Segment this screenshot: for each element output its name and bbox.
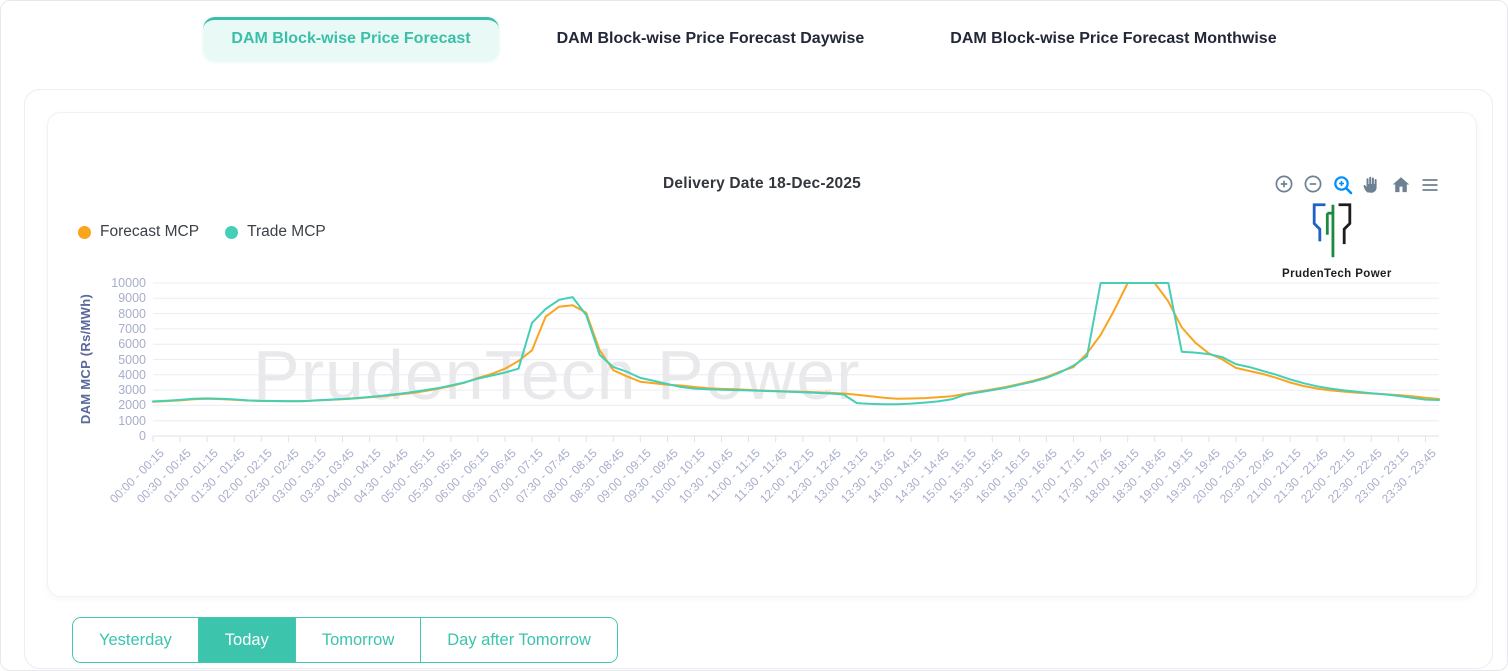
y-axis-label: 1000 (118, 413, 146, 428)
home-icon[interactable] (1389, 173, 1413, 197)
logo-text: PrudenTech Power (1282, 268, 1392, 280)
y-axis-label: 5000 (118, 352, 146, 367)
legend-item-trade-mcp[interactable]: Trade MCP (225, 223, 326, 241)
legend-marker-icon (78, 225, 91, 239)
day-button-day-after-tomorrow[interactable]: Day after Tomorrow (421, 618, 617, 662)
selection-zoom-icon[interactable] (1331, 173, 1355, 197)
y-axis-label: 9000 (118, 291, 146, 306)
y-axis-label: 8000 (118, 306, 146, 321)
tab-dam-block-wise-price-forecast-monthwise[interactable]: DAM Block-wise Price Forecast Monthwise (950, 30, 1277, 47)
legend-label: Trade MCP (247, 223, 326, 240)
chart-legend: Forecast MCP Trade MCP (78, 223, 326, 241)
y-axis-label: 0 (139, 429, 146, 443)
chart-title: Delivery Date 18-Dec-2025 (662, 175, 861, 192)
pan-icon[interactable] (1360, 173, 1384, 197)
chart-series (152, 282, 1440, 406)
y-axis-label: 3000 (118, 383, 146, 398)
day-button-tomorrow[interactable]: Tomorrow (295, 618, 422, 662)
tab-dam-block-wise-price-forecast-daywise[interactable]: DAM Block-wise Price Forecast Daywise (556, 30, 865, 47)
prudentech-logo-icon (1312, 203, 1352, 258)
legend-label: Forecast MCP (100, 223, 200, 240)
chart-gridlines (152, 282, 1439, 442)
trade-mcp-line (152, 282, 1440, 406)
y-axis-label: 2000 (118, 398, 146, 413)
day-button-yesterday[interactable]: Yesterday (73, 618, 199, 662)
chart-toolbar (1273, 173, 1442, 197)
y-axis-label: 4000 (118, 367, 146, 382)
y-axis-label: 6000 (118, 337, 146, 352)
legend-item-forecast-mcp[interactable]: Forecast MCP (78, 223, 199, 241)
chart-plot-area[interactable] (152, 282, 1440, 442)
chart-watermark: PrudenTech Power (253, 336, 861, 414)
tab-dam-block-wise-price-forecast[interactable]: DAM Block-wise Price Forecast (203, 17, 499, 61)
zoom-in-icon[interactable] (1273, 173, 1297, 197)
main-panel: Delivery Date 18-Dec-2025 PrudenTech Pow… (24, 89, 1493, 669)
zoom-out-icon[interactable] (1302, 173, 1326, 197)
day-selector-group: Yesterday Today Tomorrow Day after Tomorrow (72, 617, 618, 663)
prudentech-logo: PrudenTech Power (1282, 201, 1392, 280)
tab-bar: DAM Block-wise Price Forecast DAM Block-w… (1, 17, 1507, 61)
menu-icon[interactable] (1418, 173, 1442, 197)
forecast-mcp-line (152, 282, 1440, 403)
day-button-today[interactable]: Today (198, 618, 296, 662)
y-axis-label: 7000 (118, 321, 146, 336)
y-axis-label: 10000 (111, 276, 146, 290)
chart-card: Delivery Date 18-Dec-2025 PrudenTech Pow… (47, 112, 1477, 597)
legend-marker-icon (225, 225, 239, 239)
